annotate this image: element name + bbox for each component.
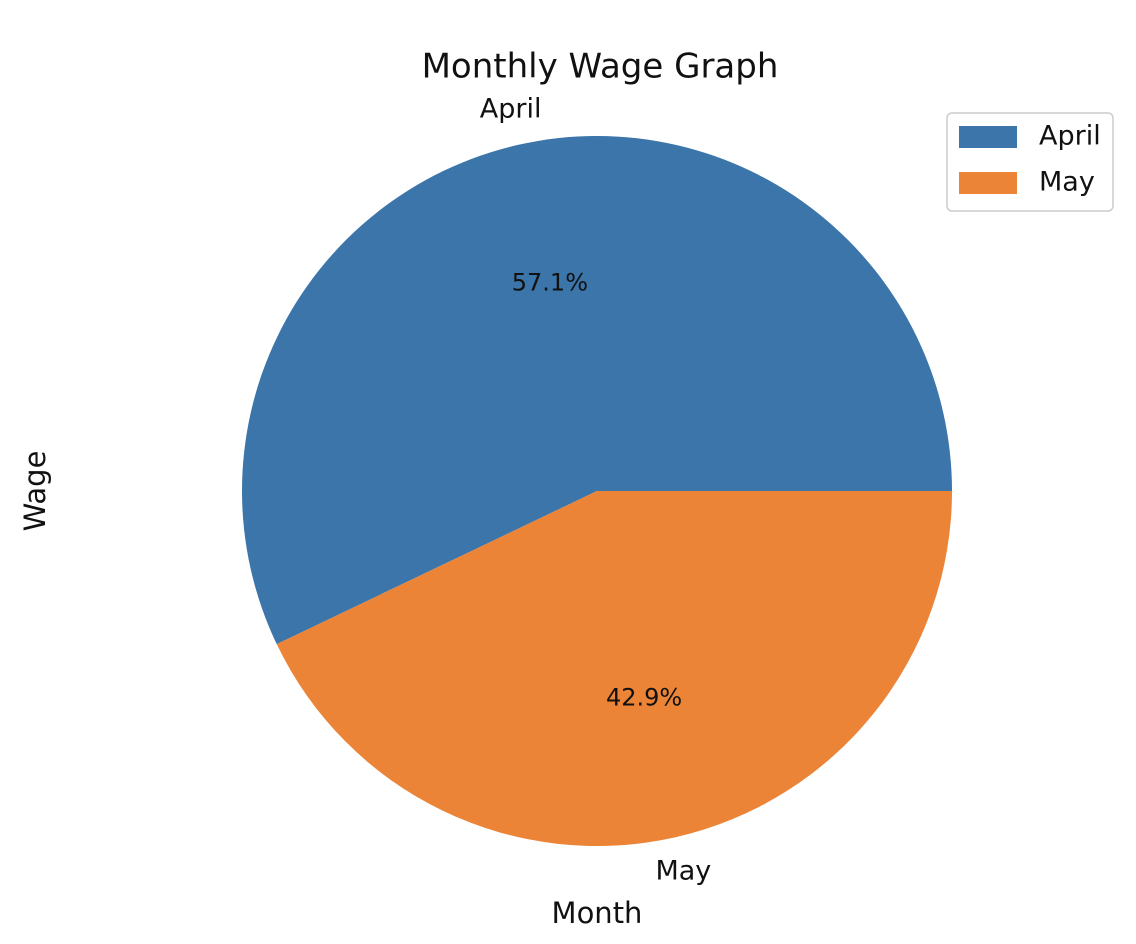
slice-label: May: [655, 855, 711, 886]
y-axis-label: Wage: [18, 451, 52, 532]
x-axis-label: Month: [552, 896, 643, 930]
legend-label: May: [1039, 167, 1095, 198]
chart-title: Monthly Wage Graph: [422, 47, 779, 87]
slice-label: April: [480, 94, 542, 125]
value-label: 42.9%: [606, 684, 682, 712]
pie-slice: [241, 135, 952, 645]
legend-label: April: [1039, 121, 1101, 152]
value-label: 57.1%: [512, 268, 588, 296]
legend-swatch: [959, 172, 1017, 194]
pie-slice: [276, 491, 952, 846]
legend-swatch: [959, 126, 1017, 148]
